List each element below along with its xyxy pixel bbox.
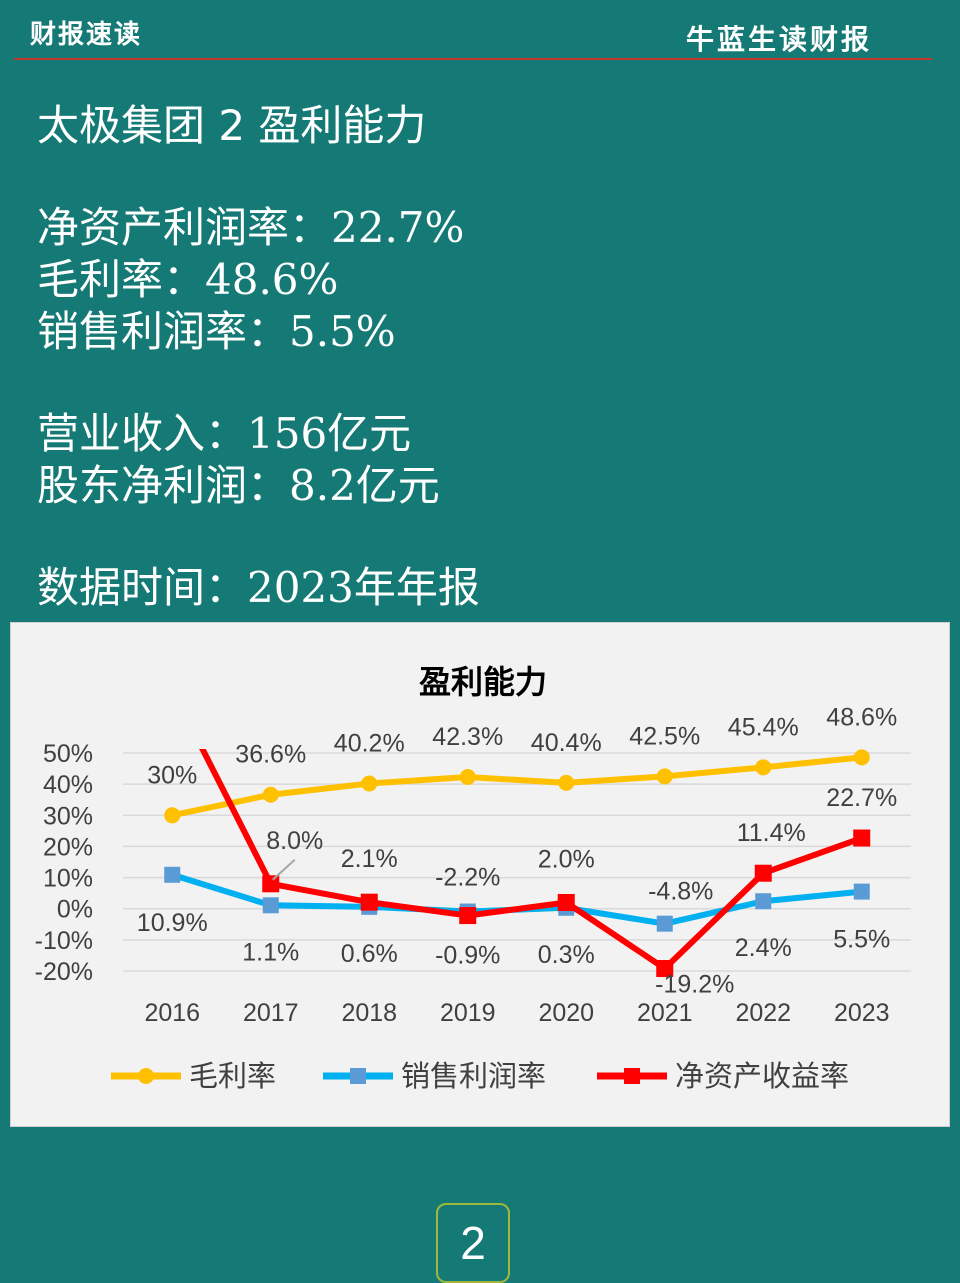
- metric-roe: 净资产利润率：22.7%: [37, 194, 464, 255]
- data-label: 2.1%: [341, 845, 398, 873]
- data-label: 36.6%: [235, 741, 306, 769]
- y-tick-label: -10%: [35, 927, 93, 955]
- data-point: [361, 775, 378, 792]
- header-divider: [14, 58, 932, 60]
- metric-roe-value: 22.7%: [331, 203, 465, 252]
- legend-marker: [350, 1068, 366, 1084]
- legend-label: 净资产收益率: [675, 1059, 849, 1093]
- data-point: [755, 759, 772, 776]
- series-line-0: [171, 754, 863, 819]
- data-date: 数据时间：2023年年报: [37, 554, 480, 615]
- financial-revenue: 营业收入：156亿元: [37, 400, 411, 461]
- financial-net-profit: 股东净利润：8.2亿元: [37, 452, 440, 513]
- data-point: [360, 893, 378, 911]
- label-leader-line: [272, 859, 296, 881]
- y-tick-label: -20%: [35, 958, 93, 986]
- x-tick-label: 2022: [735, 999, 791, 1027]
- legend-label: 毛利率: [189, 1059, 276, 1093]
- series-line-2: [199, 749, 863, 972]
- data-label: 5.5%: [833, 926, 890, 954]
- y-tick-label: 50%: [43, 740, 93, 768]
- data-point: [656, 768, 673, 785]
- x-tick-label: 2018: [341, 999, 397, 1027]
- data-label: 11.4%: [737, 819, 806, 847]
- data-label: -19.2%: [655, 971, 734, 999]
- data-point: [754, 864, 772, 882]
- data-point: [755, 893, 772, 910]
- financial-net-profit-value: 8.2亿元: [289, 461, 440, 510]
- financial-revenue-value: 156亿元: [247, 409, 412, 458]
- data-label: 48.6%: [826, 703, 897, 731]
- data-point: [853, 749, 870, 766]
- data-label: 40.2%: [334, 730, 405, 758]
- profitability-chart: 盈利能力 50% 40% 30% 20% 10% 0% -10% -20% 2016 2017 2…: [35, 663, 911, 1093]
- y-tick-label: 10%: [43, 865, 93, 893]
- data-label: 8.0%: [266, 827, 323, 855]
- chart-title: 盈利能力: [419, 663, 547, 701]
- data-label: -2.2%: [435, 864, 500, 892]
- metric-gross-margin-label: 毛利率：: [37, 255, 206, 304]
- data-point: [164, 866, 181, 883]
- data-label: 45.4%: [728, 713, 799, 741]
- x-tick-label: 2019: [440, 999, 496, 1027]
- data-label: 0.6%: [341, 940, 398, 968]
- data-point: [656, 960, 674, 978]
- data-point: [853, 883, 870, 900]
- chart-panel: 盈利能力 50% 40% 30% 20% 10% 0% -10% -20% 2016 2017 2…: [10, 622, 950, 1127]
- data-label: 0.3%: [538, 941, 595, 969]
- header-right-brand: 牛蓝生读财报: [685, 23, 872, 56]
- data-label: 2.4%: [735, 934, 792, 962]
- y-tick-label: 30%: [43, 802, 93, 830]
- x-tick-label: 2017: [243, 999, 299, 1027]
- data-point: [262, 875, 280, 893]
- metric-gross-margin: 毛利率：48.6%: [37, 246, 338, 307]
- data-point: [656, 915, 673, 932]
- financial-net-profit-label: 股东净利润：: [37, 461, 290, 510]
- data-label: 42.3%: [432, 723, 503, 751]
- data-point: [557, 893, 575, 911]
- data-label: -4.8%: [648, 878, 713, 906]
- x-tick-label: 2023: [834, 999, 890, 1027]
- data-point: [459, 768, 476, 785]
- financial-revenue-label: 营业收入：: [37, 409, 248, 458]
- data-point: [558, 774, 575, 791]
- metric-roe-label: 净资产利润率：: [37, 203, 332, 252]
- data-label: 40.4%: [531, 729, 602, 757]
- data-label: 22.7%: [826, 784, 897, 812]
- metric-gross-margin-value: 48.6%: [205, 255, 339, 304]
- data-point: [459, 907, 477, 925]
- data-point: [262, 786, 279, 803]
- data-point: [853, 829, 871, 847]
- legend-marker: [138, 1068, 154, 1084]
- y-tick-label: 20%: [43, 833, 93, 861]
- metric-net-margin-value: 5.5%: [289, 307, 396, 356]
- header-left-title: 财报速读: [30, 20, 143, 50]
- metric-net-margin-label: 销售利润率：: [37, 307, 290, 356]
- data-date-value: 2023年年报: [247, 563, 480, 612]
- y-tick-label: 40%: [43, 771, 93, 799]
- y-tick-label: 0%: [57, 896, 93, 924]
- legend-marker: [624, 1068, 640, 1084]
- data-label: 10.9%: [137, 909, 208, 937]
- data-label: -0.9%: [435, 942, 500, 970]
- metric-net-margin: 销售利润率：5.5%: [37, 298, 396, 359]
- page-number: 2: [436, 1203, 510, 1283]
- data-label: 30%: [147, 761, 197, 789]
- data-date-label: 数据时间：: [37, 563, 248, 612]
- data-point: [164, 807, 181, 824]
- data-point: [262, 897, 279, 914]
- page-title: 太极集团 2 盈利能力: [37, 101, 427, 150]
- x-tick-label: 2016: [144, 999, 200, 1027]
- legend-label: 销售利润率: [401, 1059, 546, 1093]
- data-label: 1.1%: [242, 938, 299, 966]
- x-tick-label: 2020: [538, 999, 594, 1027]
- x-tick-label: 2021: [637, 999, 693, 1027]
- data-label: 42.5%: [629, 722, 700, 750]
- data-label: 2.0%: [538, 845, 595, 873]
